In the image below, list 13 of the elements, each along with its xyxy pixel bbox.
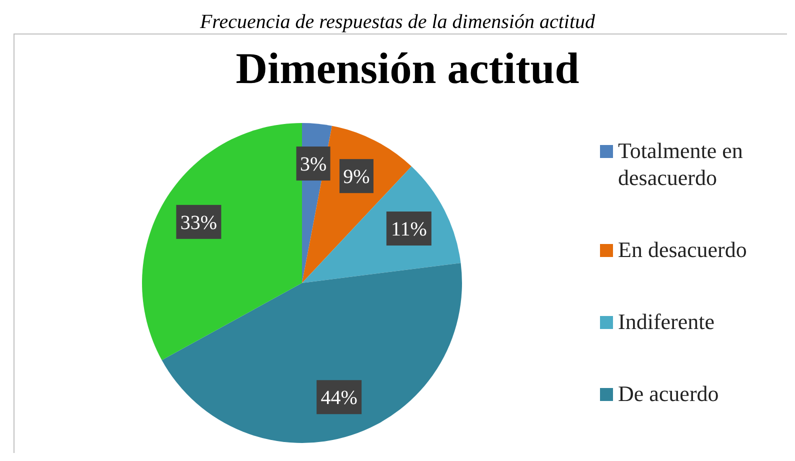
chart-title: Dimensión actitud xyxy=(236,44,580,93)
legend-label: En desacuerdo xyxy=(618,237,747,262)
legend-label: Totalmente en desacuerdo xyxy=(618,138,743,190)
data-label: 33% xyxy=(180,212,218,234)
data-label: 3% xyxy=(300,154,327,176)
text: Frecuencia de respuestas de la dimensión actitud xyxy=(198,11,596,33)
legend-label: De acuerdo xyxy=(618,381,719,406)
data-label: 44% xyxy=(320,387,358,410)
pie-slice xyxy=(142,123,302,360)
legend-label: Indiferente xyxy=(618,309,714,334)
data-label: 9% xyxy=(343,166,370,188)
data-label: 11% xyxy=(390,218,427,241)
pie-slice xyxy=(162,262,462,443)
